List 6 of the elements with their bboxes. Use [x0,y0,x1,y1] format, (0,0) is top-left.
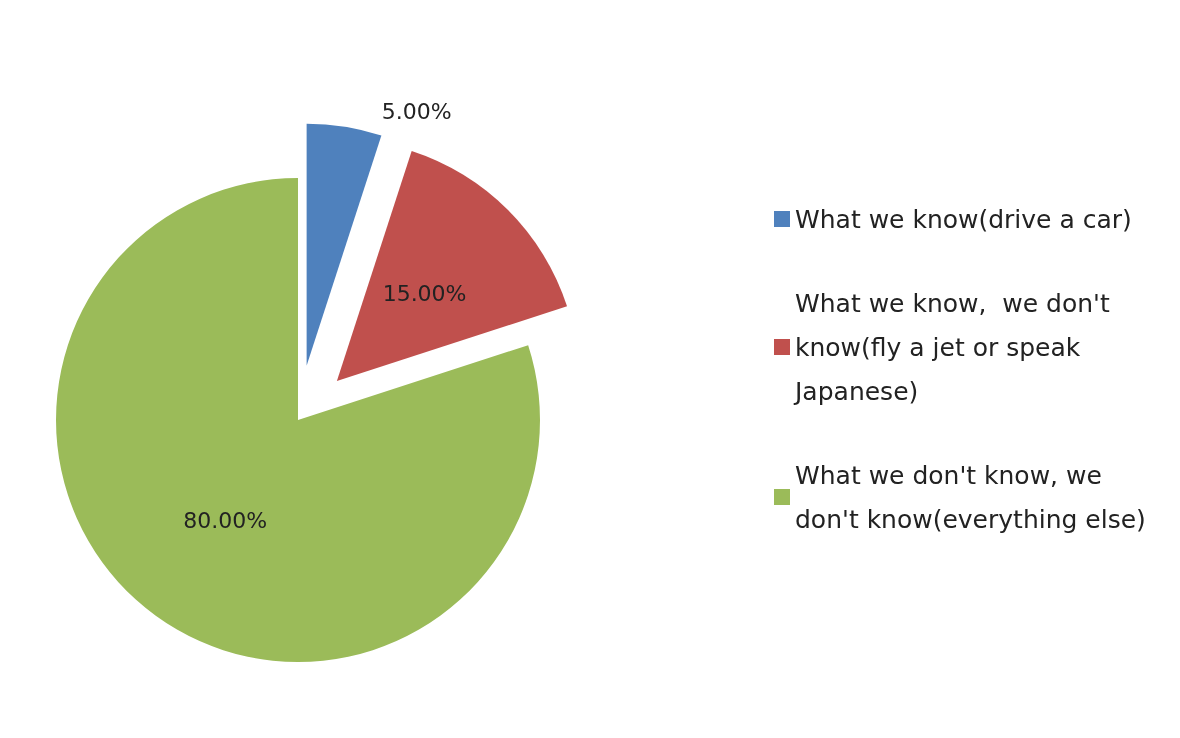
legend-label: What we know, we don't know(fly a jet or speak Japanese) [793,288,1118,406]
data-label: 80.00% [183,507,268,533]
data-label: 15.00% [382,280,467,306]
data-label: 5.00% [381,99,452,125]
legend-label: What we don't know, we don't know(everything else) [795,460,1146,534]
legend-label: What we know(drive a car) [795,204,1132,234]
